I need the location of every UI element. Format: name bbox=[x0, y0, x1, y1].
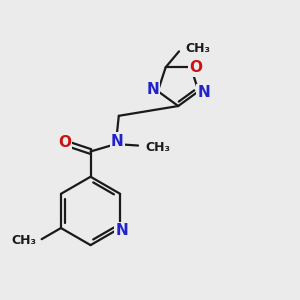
Text: CH₃: CH₃ bbox=[11, 234, 36, 247]
Text: O: O bbox=[58, 135, 71, 150]
Text: N: N bbox=[146, 82, 159, 97]
Text: N: N bbox=[198, 85, 210, 100]
Text: N: N bbox=[111, 134, 124, 148]
Text: CH₃: CH₃ bbox=[146, 140, 170, 154]
Text: CH₃: CH₃ bbox=[186, 43, 211, 56]
Text: N: N bbox=[115, 223, 128, 238]
Text: O: O bbox=[190, 60, 203, 75]
